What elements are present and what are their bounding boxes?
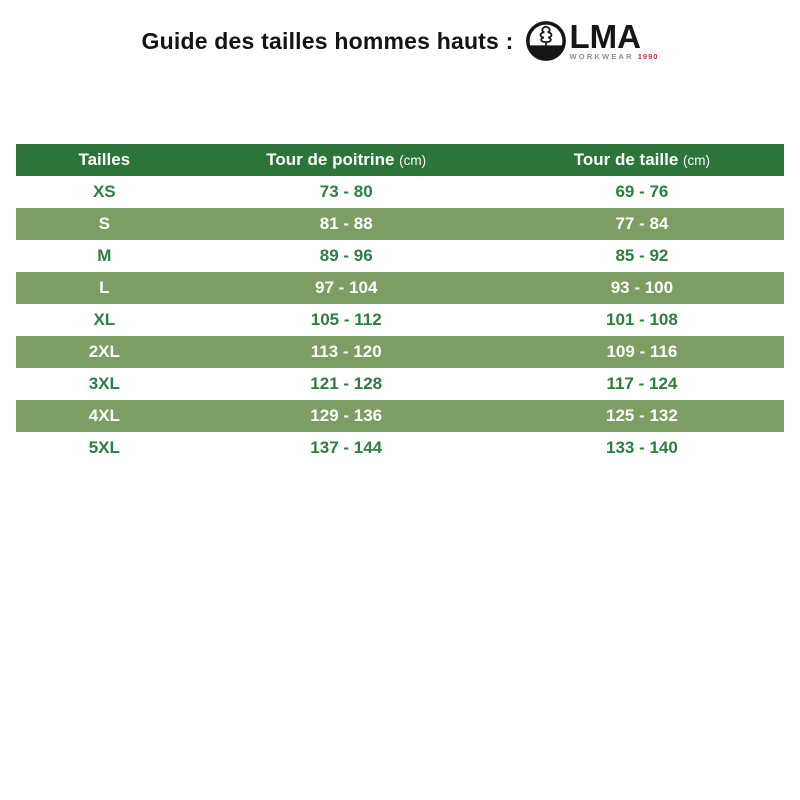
chest-cell: 121 - 128 — [310, 374, 383, 393]
size-table-container: Tailles Tour de poitrine (cm) Tour de ta… — [16, 144, 784, 464]
size-cell: 5XL — [88, 438, 120, 457]
table-row: 4XL 129 - 136 125 - 132 — [16, 400, 784, 432]
table-row: M 89 - 96 85 - 92 — [16, 240, 784, 272]
column-header-chest: Tour de poitrine (cm) — [193, 144, 500, 176]
size-cell: 4XL — [88, 406, 120, 425]
waist-cell: 93 - 100 — [610, 278, 674, 297]
table-row: L 97 - 104 93 - 100 — [16, 272, 784, 304]
waist-cell: 77 - 84 — [615, 214, 669, 233]
waist-cell: 85 - 92 — [615, 246, 669, 265]
title-row: Guide des tailles hommes hauts : LMA WOR… — [0, 0, 800, 68]
size-cell: 2XL — [88, 342, 120, 361]
table-row: XL 105 - 112 101 - 108 — [16, 304, 784, 336]
column-header-waist: Tour de taille (cm) — [500, 144, 784, 176]
column-unit: (cm) — [399, 153, 427, 168]
header-row: Tailles Tour de poitrine (cm) Tour de ta… — [16, 144, 784, 176]
waist-cell: 101 - 108 — [605, 310, 678, 329]
waist-cell: 109 - 116 — [606, 342, 678, 361]
column-label: Tour de taille — [573, 150, 679, 169]
lma-logo: LMA WORKWEAR 1990 — [524, 19, 659, 63]
column-unit: (cm) — [683, 153, 711, 168]
table-row: 5XL 137 - 144 133 - 140 — [16, 432, 784, 464]
chest-cell: 137 - 144 — [310, 438, 383, 457]
table-row: 3XL 121 - 128 117 - 124 — [16, 368, 784, 400]
waist-cell: 125 - 132 — [605, 406, 678, 425]
chest-cell: 105 - 112 — [310, 310, 382, 329]
chest-cell: 89 - 96 — [319, 246, 373, 265]
size-cell: 3XL — [88, 374, 120, 393]
waist-cell: 69 - 76 — [615, 182, 669, 201]
table-row: XS 73 - 80 69 - 76 — [16, 176, 784, 208]
table-row: 2XL 113 - 120 109 - 116 — [16, 336, 784, 368]
size-cell: S — [98, 214, 110, 233]
lma-logo-year: 1990 — [637, 51, 659, 61]
size-table: Tailles Tour de poitrine (cm) Tour de ta… — [16, 144, 784, 464]
column-label: Tour de poitrine — [266, 150, 395, 169]
size-cell: L — [99, 278, 110, 297]
table-row: S 81 - 88 77 - 84 — [16, 208, 784, 240]
size-cell: M — [97, 246, 112, 265]
chest-cell: 81 - 88 — [319, 214, 373, 233]
size-cell: XL — [93, 310, 116, 329]
lma-logo-name: LMA — [569, 17, 641, 55]
lma-logo-text: LMA WORKWEAR 1990 — [569, 17, 659, 61]
column-label: Tailles — [78, 150, 131, 169]
lma-logo-subline: WORKWEAR 1990 — [570, 53, 659, 61]
chest-cell: 113 - 120 — [310, 342, 382, 361]
chest-cell: 97 - 104 — [315, 278, 378, 297]
chest-cell: 129 - 136 — [310, 406, 383, 425]
page-title: Guide des tailles hommes hauts : — [141, 27, 514, 54]
chest-cell: 73 - 80 — [319, 182, 373, 201]
column-header-sizes: Tailles — [16, 144, 193, 176]
size-table-header: Tailles Tour de poitrine (cm) Tour de ta… — [16, 144, 784, 176]
tree-circle-icon — [525, 21, 566, 61]
lma-logo-workwear: WORKWEAR — [569, 51, 634, 61]
size-table-body: XS 73 - 80 69 - 76 S 81 - 88 77 - 84 M 8… — [16, 176, 784, 464]
size-cell: XS — [92, 182, 116, 201]
waist-cell: 133 - 140 — [605, 438, 678, 457]
waist-cell: 117 - 124 — [606, 374, 678, 393]
